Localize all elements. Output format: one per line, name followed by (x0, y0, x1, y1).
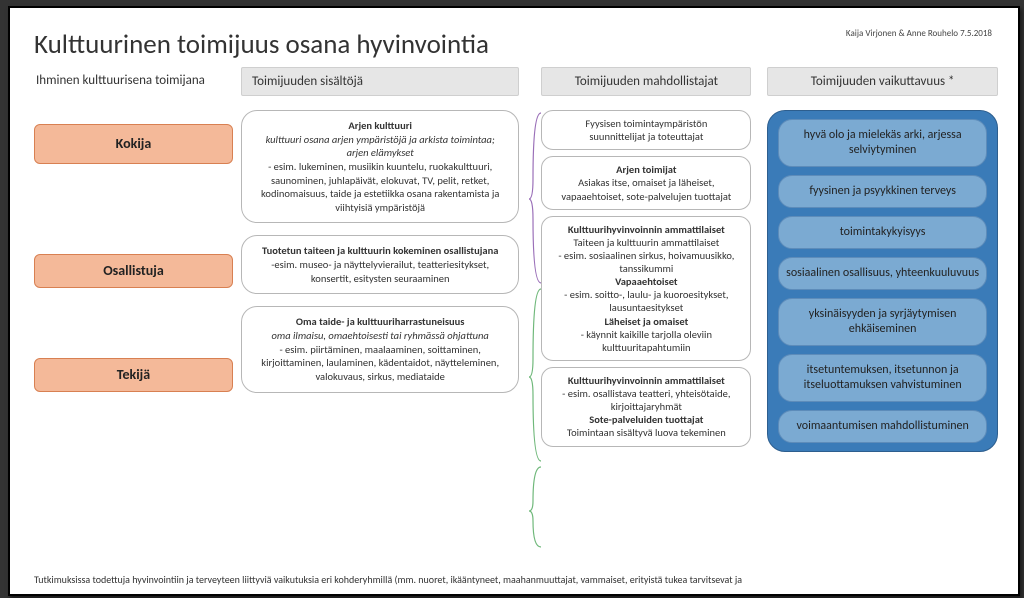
outcome-container: hyvä olo ja mielekäs arki, arjessa selvi… (767, 110, 998, 452)
outcome-5: yksinäisyyden ja syrjäytymisen ehkäisemi… (778, 298, 987, 346)
card3-subtitle: oma ilmaisu, omaehtoisesti tai ryhmässä … (256, 329, 505, 343)
role-tekija: Tekijä (34, 358, 233, 392)
col1-header: Ihminen kulttuurisena toimijana (34, 67, 233, 94)
enabler-line: Vapaaehtoiset (550, 275, 742, 288)
col4-header: Toimijuuden vaikuttavuus * (767, 67, 998, 96)
enabler-line: suunnittelijat ja toteuttajat (550, 130, 742, 143)
author-line: Kaija Virjonen & Anne Rouhelo 7.5.2018 (846, 28, 992, 39)
outcome-2: fyysinen ja psyykkinen terveys (778, 175, 987, 208)
enabler-line: - esim. soitto-, laulu- ja kuoroesitykse… (550, 288, 742, 314)
enabler-line: Asiakas itse, omaiset ja läheiset, vapaa… (550, 176, 742, 202)
enabler-title: Kulttuurihyvinvoinnin ammattilaiset (550, 223, 742, 236)
outcome-4: sosiaalinen osallisuus, yhteenkuuluvuus (778, 257, 987, 290)
card1-body: - esim. lukeminen, musiikin kuuntelu, ru… (256, 160, 505, 215)
outcome-6: itsetuntemuksen, itsetunnon ja itseluott… (778, 354, 987, 402)
card1-subtitle: kulttuuri osana arjen ympäristöjä ja ark… (256, 133, 505, 160)
enabler-line: Läheiset ja omaiset (550, 315, 742, 328)
outcome-3: toimintakykyisyys (778, 216, 987, 249)
enabler-title: Kulttuurihyvinvoinnin ammattilaiset (550, 374, 742, 387)
outcome-1: hyvä olo ja mielekäs arki, arjessa selvi… (778, 119, 987, 167)
card2-body: -esim. museo- ja näyttelyvierailut, teat… (256, 258, 505, 285)
card3-body: - esim. piirtäminen, maalaaminen, soitta… (256, 343, 505, 384)
enabler-line: Fyysisen toimintaympäristön (550, 117, 742, 130)
enabler-title: Arjen toimijat (550, 163, 742, 176)
role-osallistuja: Osallistuja (34, 254, 233, 288)
outcome-7: voimaantumisen mahdollistuminen (778, 410, 987, 443)
role-kokija: Kokija (34, 124, 233, 164)
enabler-group-1: Fyysisen toimintaympäristönsuunnittelija… (541, 110, 751, 150)
enabler-group-2: Arjen toimijatAsiakas itse, omaiset ja l… (541, 156, 751, 209)
col3-header: Toimijuuden mahdollistajat (541, 67, 751, 96)
card1-title: Arjen kulttuuri (256, 119, 505, 133)
card3-title: Oma taide- ja kulttuuriharrastuneisuus (256, 315, 505, 329)
card2-title: Tuotetun taiteen ja kulttuurin kokeminen… (256, 244, 505, 258)
enabler-line: Toimintaan sisältyvä luova tekeminen (550, 426, 742, 439)
col2-header: Toimijuuden sisältöjä (241, 67, 520, 96)
content-card-2: Tuotetun taiteen ja kulttuurin kokeminen… (241, 235, 520, 294)
enabler-line: Taiteen ja kulttuurin ammattilaiset (550, 236, 742, 249)
enabler-line: - esim. sosiaalinen sirkus, hoivamuusikk… (550, 249, 742, 275)
enabler-line: Sote-palveluiden tuottajat (550, 413, 742, 426)
enabler-group-3: Kulttuurihyvinvoinnin ammattilaisetTaite… (541, 216, 751, 361)
enabler-line: - käynnit kaikille tarjolla oleviin kult… (550, 328, 742, 354)
enabler-group-4: Kulttuurihyvinvoinnin ammattilaiset- esi… (541, 367, 751, 447)
content-card-3: Oma taide- ja kulttuuriharrastuneisuus o… (241, 306, 520, 392)
content-card-1: Arjen kulttuuri kulttuuri osana arjen ym… (241, 110, 520, 223)
footnote: Tutkimuksissa todettuja hyvinvointiin ja… (34, 573, 994, 586)
enabler-line: - esim. osallistava teatteri, yhteisötai… (550, 387, 742, 413)
